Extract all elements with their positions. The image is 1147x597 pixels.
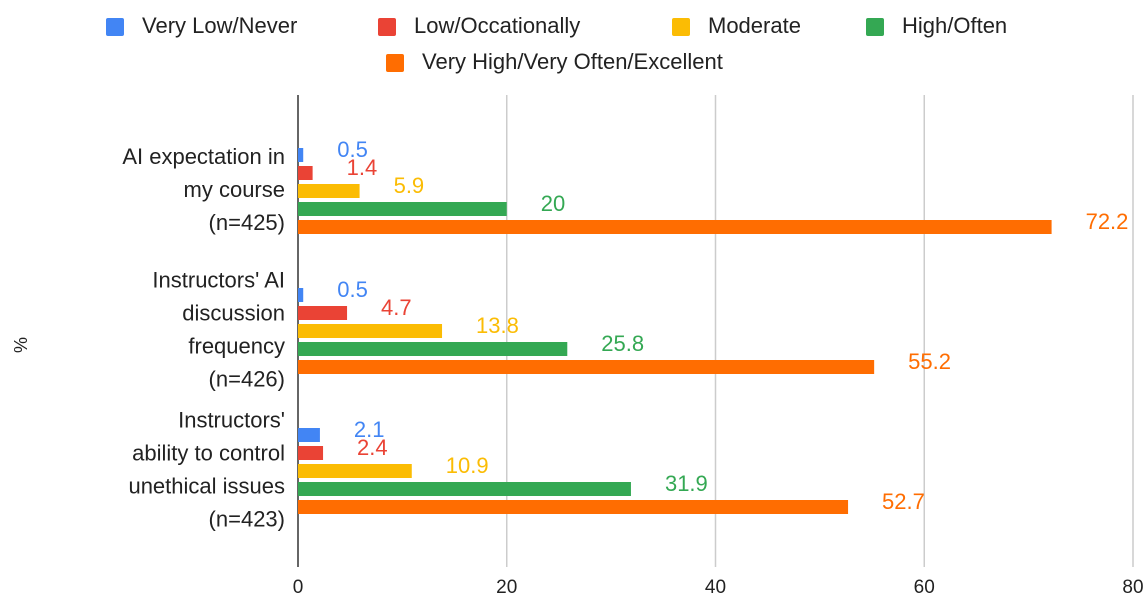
data-label: 55.2 xyxy=(908,349,951,374)
y-tick-label: Instructors' ability to control unethical … xyxy=(128,407,285,531)
bar xyxy=(298,184,360,198)
bar xyxy=(298,288,304,302)
bar xyxy=(298,428,320,442)
data-label: 72.2 xyxy=(1086,209,1129,234)
data-label: 2.4 xyxy=(357,435,388,460)
y-axis-label: % xyxy=(11,337,31,353)
data-label: 0.5 xyxy=(337,277,368,302)
bar xyxy=(298,446,324,460)
bar xyxy=(298,482,631,496)
data-label: 20 xyxy=(541,191,565,216)
bar xyxy=(298,202,507,216)
y-tick-label: Instructors' AI discussion frequency (n=426… xyxy=(152,267,285,391)
data-label: 0.5 xyxy=(337,137,368,162)
x-tick-label: 40 xyxy=(705,577,726,597)
data-label: 1.4 xyxy=(347,155,378,180)
x-tick-label: 20 xyxy=(496,577,517,597)
data-label: 25.8 xyxy=(601,331,644,356)
y-tick-label: AI expectation in my course (n=425) xyxy=(122,144,285,235)
bar xyxy=(298,360,875,374)
data-label: 4.7 xyxy=(381,295,412,320)
legend-swatch xyxy=(672,18,690,36)
bar xyxy=(298,464,412,478)
data-label: 52.7 xyxy=(882,489,925,514)
bar xyxy=(298,500,849,514)
data-label: 31.9 xyxy=(665,471,708,496)
bar xyxy=(298,148,304,162)
data-label: 2.1 xyxy=(354,417,385,442)
bar xyxy=(298,220,1052,234)
legend-swatch xyxy=(386,54,404,72)
bar xyxy=(298,306,348,320)
bar xyxy=(298,324,443,338)
legend-label: Low/Occationally xyxy=(414,13,580,38)
bar xyxy=(298,166,313,180)
x-tick-label: 60 xyxy=(914,577,935,597)
data-label: 10.9 xyxy=(446,453,489,478)
x-tick-label: 0 xyxy=(293,577,304,597)
bar xyxy=(298,342,568,356)
legend-label: Moderate xyxy=(708,13,801,38)
legend-swatch xyxy=(378,18,396,36)
legend-swatch xyxy=(866,18,884,36)
data-label: 5.9 xyxy=(394,173,425,198)
data-label: 13.8 xyxy=(476,313,519,338)
legend-label: High/Often xyxy=(902,13,1007,38)
legend-label: Very High/Very Often/Excellent xyxy=(422,49,723,74)
legend-label: Very Low/Never xyxy=(142,13,297,38)
legend-swatch xyxy=(106,18,124,36)
x-tick-label: 80 xyxy=(1122,577,1143,597)
